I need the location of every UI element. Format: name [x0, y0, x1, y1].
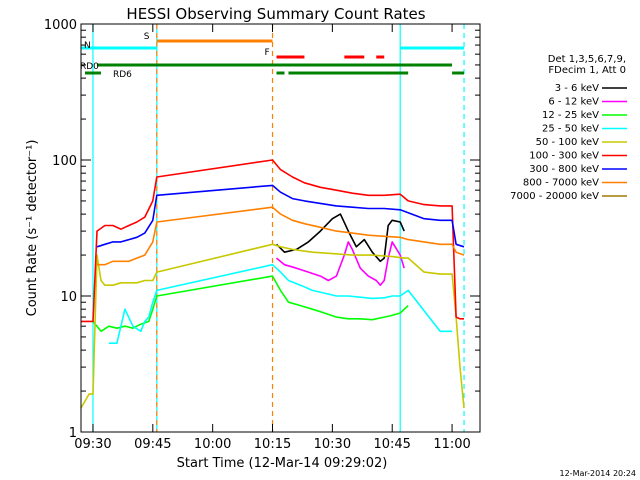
footer-timestamp: 12-Mar-2014 20:24 — [560, 469, 637, 478]
legend-title-line: Det 1,3,5,6,7,9, — [548, 54, 626, 65]
series-line — [108, 263, 453, 345]
x-tick-label: 09:30 — [74, 437, 111, 452]
x-tick-label: 10:15 — [254, 437, 291, 452]
state-bar-label: RD6 — [113, 70, 132, 80]
y-tick-label: 10 — [60, 290, 77, 305]
x-tick-label: 10:00 — [194, 437, 231, 452]
legend-entry-label: 300 - 800 keV — [529, 164, 599, 175]
state-bar-label: F — [265, 48, 270, 58]
legend-entry-label: 100 - 300 keV — [529, 151, 599, 162]
x-tick-label: 10:30 — [314, 437, 351, 452]
plot-frame — [80, 23, 481, 433]
series-line — [97, 206, 465, 266]
x-axis-label: Start Time (12-Mar-14 09:29:02) — [177, 456, 388, 471]
y-axis: 1 10 100 1000 — [44, 18, 480, 441]
x-axis: 09:30 09:45 10:00 10:15 10:30 10:45 11:00 — [74, 24, 471, 452]
legend-title-line: FDecim 1, Att 0 — [548, 65, 626, 76]
series-line — [96, 184, 465, 248]
plot-area: S N F RD0 RD6 — [80, 24, 465, 432]
series-line — [275, 213, 405, 263]
chart-title: HESSI Observing Summary Count Rates — [126, 5, 425, 23]
x-tick-label: 11:00 — [433, 437, 470, 452]
y-tick-label: 1000 — [44, 18, 77, 33]
legend: Det 1,3,5,6,7,9,FDecim 1, Att 0 3 - 6 keV… — [510, 54, 627, 202]
legend-entry-label: 6 - 12 keV — [548, 97, 599, 108]
y-tick-label: 100 — [52, 154, 77, 169]
series-line — [80, 243, 465, 409]
legend-entry-label: 800 - 7000 keV — [523, 178, 599, 189]
x-tick-label: 09:45 — [134, 437, 171, 452]
legend-entry-label: 50 - 100 keV — [536, 137, 600, 148]
legend-entry-label: 25 - 50 keV — [542, 124, 599, 135]
legend-entry-label: 12 - 25 keV — [542, 110, 599, 121]
state-bar-label: N — [84, 41, 91, 51]
y-tick-label: 1 — [69, 426, 77, 441]
state-bar-label: RD0 — [80, 62, 99, 72]
legend-entry-label: 7000 - 20000 keV — [510, 191, 599, 202]
x-tick-label: 10:45 — [373, 437, 410, 452]
legend-entry-label: 3 - 6 keV — [555, 83, 599, 94]
state-bar-label: S — [144, 32, 150, 42]
series-line — [275, 241, 405, 287]
y-axis-label: Count Rate (s⁻¹ detector⁻¹) — [25, 140, 40, 317]
series-line — [81, 159, 464, 323]
series-line — [92, 275, 409, 333]
